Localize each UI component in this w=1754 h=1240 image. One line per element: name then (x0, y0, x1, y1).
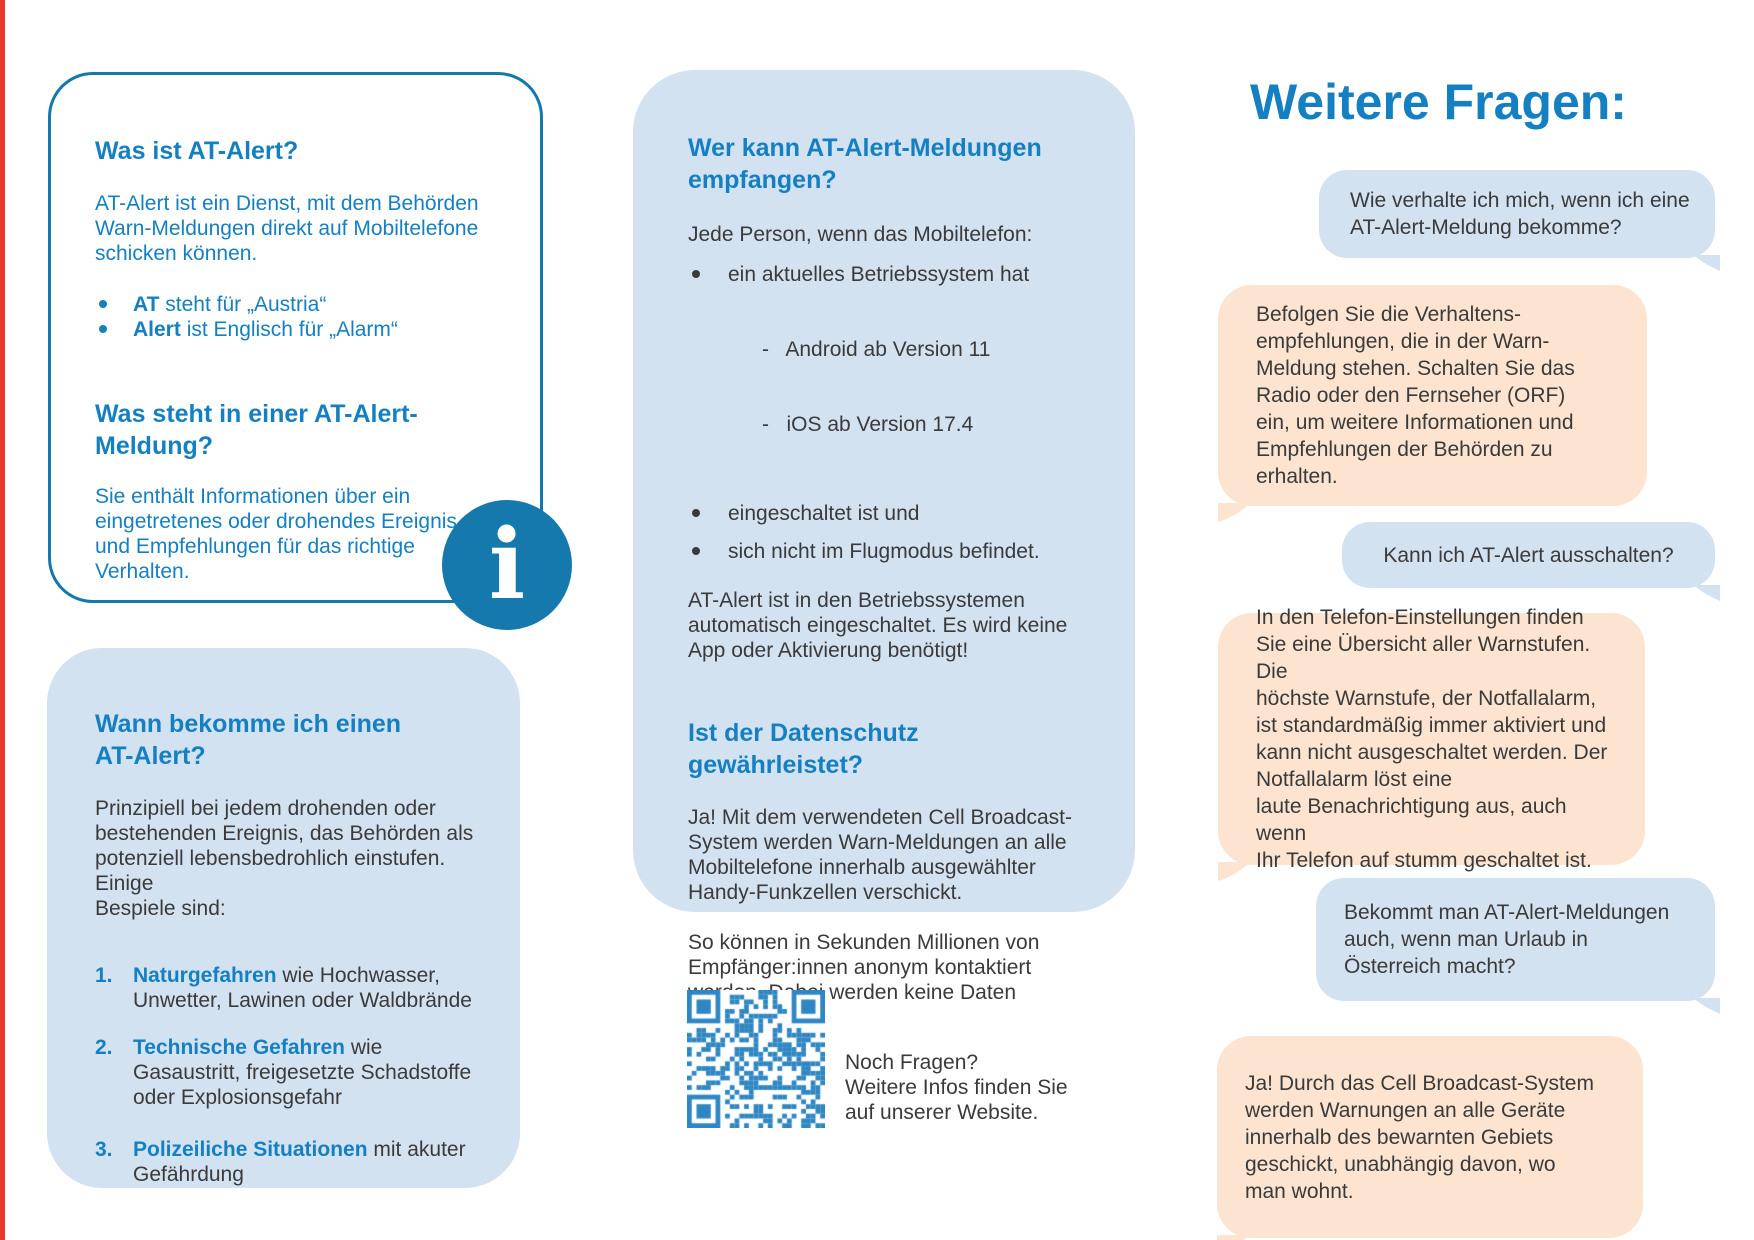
list-item: eingeschaltet ist und (688, 501, 1095, 526)
list-item: AT steht für „Austria“ (95, 292, 506, 317)
numbered-item: 3. Polizeiliche Situationen mit akuter G… (95, 1137, 490, 1187)
section-title: Wer kann AT-Alert-Meldungen empfangen? (688, 134, 1042, 194)
list-item: ein aktuelles Betriebssystem hat (688, 262, 1095, 287)
info-icon: i (442, 500, 572, 630)
when-do-i-get-alert-box: Wann bekomme ich einen AT-Alert? Prinzip… (47, 648, 520, 1188)
question-bubble: Bekommt man AT-Alert-Meldungen auch, wen… (1316, 878, 1720, 1014)
bullet-keyword: AT (133, 293, 160, 316)
bullet-text: sich nicht im Flugmodus befindet. (728, 540, 1040, 563)
bullet-icon (99, 325, 107, 333)
question-bubble: Kann ich AT-Alert ausschalten? (1342, 522, 1720, 601)
page-title: Weitere Fragen: (1250, 74, 1627, 130)
item-number: 3. (95, 1138, 113, 1161)
question-text: Kann ich AT-Alert ausschalten? (1383, 543, 1674, 567)
question-text: Wie verhalte ich mich, wenn ich eine AT-… (1350, 189, 1690, 239)
sub-list: - Android ab Version 11 - iOS ab Version… (762, 287, 1095, 487)
qr-caption: Noch Fragen? Weitere Infos finden Sie au… (845, 1051, 1068, 1124)
answer-bubble: Befolgen Sie die Verhaltens- empfehlunge… (1218, 285, 1647, 522)
list-item: sich nicht im Flugmodus befindet. (688, 539, 1095, 564)
answer-text: Befolgen Sie die Verhaltens- empfehlunge… (1256, 303, 1575, 488)
section-title: Was ist AT-Alert? (95, 137, 299, 165)
section-title: Wann bekomme ich einen AT-Alert? (95, 710, 402, 770)
section-body: Ja! Mit dem verwendeten Cell Broadcast- … (688, 806, 1072, 904)
section-note: AT-Alert ist in den Betriebssystemen aut… (688, 589, 1068, 662)
item-text: mit akuter Gefährdung (133, 1138, 466, 1186)
list-item: Alert ist Englisch für „Alarm“ (95, 317, 506, 342)
sub-list-item: - Android ab Version 11 (762, 338, 991, 361)
section-intro: Jede Person, wenn das Mobiltelefon: (688, 223, 1033, 246)
who-can-receive-box: Wer kann AT-Alert-Meldungen empfangen? J… (633, 70, 1135, 1029)
item-number: 1. (95, 964, 113, 987)
numbered-item: 1. Naturgefahren wie Hochwasser, Unwette… (95, 963, 490, 1013)
bullet-text: eingeschaltet ist und (728, 502, 920, 525)
item-keyword: Technische Gefahren (133, 1036, 346, 1059)
question-bubble: Wie verhalte ich mich, wenn ich eine AT-… (1319, 170, 1720, 271)
item-text: wie Hochwasser, Unwetter, Lawinen oder W… (133, 964, 472, 1012)
sub-list-item: - iOS ab Version 17.4 (762, 413, 974, 436)
section-body: Sie enthält Informationen über ein einge… (95, 485, 457, 583)
section-title: Was steht in einer AT-Alert- Meldung? (95, 400, 418, 460)
what-is-at-alert-box: Was ist AT-Alert? AT-Alert ist ein Diens… (48, 72, 543, 603)
bullet-text: steht für „Austria“ (159, 293, 327, 316)
section-body: AT-Alert ist ein Dienst, mit dem Behörde… (95, 192, 479, 265)
qr-code (687, 990, 825, 1128)
item-keyword: Naturgefahren (133, 964, 277, 987)
bubble-tail-icon (1218, 503, 1250, 522)
bleed-mark (0, 0, 5, 1240)
section-title: Ist der Datenschutz gewährleistet? (688, 719, 919, 779)
bullet-icon (692, 547, 700, 555)
bullet-icon (99, 300, 107, 308)
answer-bubble: In den Telefon-Einstellungen finden Sie … (1218, 606, 1645, 881)
answer-text: Ja! Durch das Cell Broadcast-System werd… (1245, 1071, 1594, 1203)
question-text: Bekommt man AT-Alert-Meldungen auch, wen… (1344, 901, 1670, 978)
answer-text: In den Telefon-Einstellungen finden Sie … (1256, 606, 1608, 872)
bullet-icon (692, 270, 700, 278)
bubble-tail-icon (1217, 1235, 1249, 1240)
bullet-text: ist Englisch für „Alarm“ (180, 318, 398, 341)
bullet-text: ein aktuelles Betriebssystem hat (728, 263, 1030, 286)
bubble-tail-icon (1694, 585, 1720, 601)
answer-bubble: Ja! Durch das Cell Broadcast-System werd… (1217, 1036, 1643, 1240)
bubble-tail-icon (1694, 255, 1720, 271)
section-body: Prinzipiell bei jedem drohenden oder bes… (95, 797, 474, 920)
item-text: wie Gasaustritt, freigesetzte Schadstoff… (133, 1036, 472, 1109)
bullet-keyword: Alert (133, 318, 181, 341)
bubble-tail-icon (1694, 998, 1720, 1014)
numbered-item: 2. Technische Gefahren wie Gasaustritt, … (95, 1035, 490, 1110)
bullet-icon (692, 509, 700, 517)
bubble-tail-icon (1218, 862, 1250, 881)
item-keyword: Polizeiliche Situationen (133, 1138, 368, 1161)
item-number: 2. (95, 1036, 113, 1059)
